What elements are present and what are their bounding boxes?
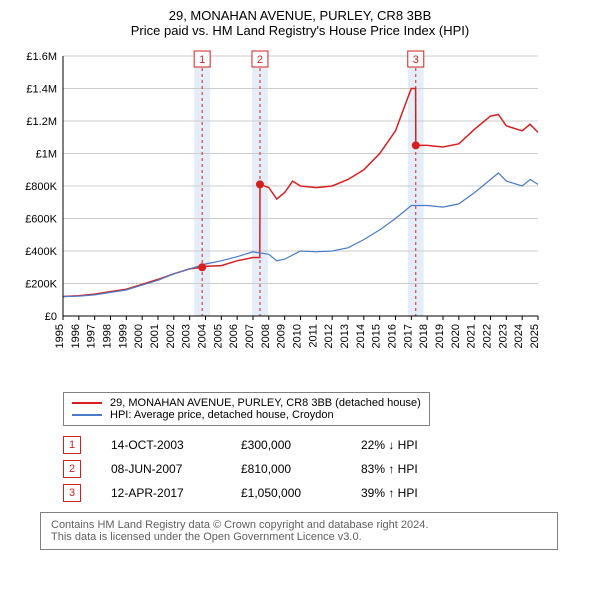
legend-row: 29, MONAHAN AVENUE, PURLEY, CR8 3BB (det…: [72, 397, 421, 409]
sale-price: £810,000: [241, 462, 331, 476]
sale-row: 2 08-JUN-2007 £810,000 83% ↑ HPI: [63, 460, 592, 478]
svg-text:£0: £0: [45, 311, 57, 323]
title-line-2: Price paid vs. HM Land Registry's House …: [8, 23, 592, 38]
svg-text:1998: 1998: [102, 324, 114, 348]
sale-date: 08-JUN-2007: [111, 462, 211, 476]
svg-text:2006: 2006: [228, 324, 240, 348]
sale-diff: 83% ↑ HPI: [361, 462, 451, 476]
sale-price: £1,050,000: [241, 486, 331, 500]
svg-text:2016: 2016: [387, 324, 399, 348]
svg-text:1996: 1996: [70, 324, 82, 348]
sale-date: 12-APR-2017: [111, 486, 211, 500]
svg-text:2001: 2001: [149, 324, 161, 348]
svg-text:2: 2: [257, 54, 263, 66]
svg-text:2020: 2020: [450, 324, 462, 348]
svg-text:2003: 2003: [181, 324, 193, 348]
title-line-1: 29, MONAHAN AVENUE, PURLEY, CR8 3BB: [8, 8, 592, 23]
sale-marker: 2: [63, 460, 81, 478]
svg-text:2024: 2024: [513, 324, 525, 348]
svg-text:1997: 1997: [86, 324, 98, 348]
sale-diff: 22% ↓ HPI: [361, 438, 451, 452]
svg-text:2023: 2023: [497, 324, 509, 348]
svg-text:2007: 2007: [244, 324, 256, 348]
legend-label: 29, MONAHAN AVENUE, PURLEY, CR8 3BB (det…: [110, 397, 421, 409]
svg-text:2017: 2017: [402, 324, 414, 348]
legend-box: 29, MONAHAN AVENUE, PURLEY, CR8 3BB (det…: [63, 392, 430, 426]
svg-text:2000: 2000: [133, 324, 145, 348]
chart-container: 29, MONAHAN AVENUE, PURLEY, CR8 3BB Pric…: [0, 0, 600, 558]
sale-marker: 3: [63, 484, 81, 502]
svg-text:2014: 2014: [355, 324, 367, 348]
svg-text:2021: 2021: [466, 324, 478, 348]
svg-text:2004: 2004: [197, 324, 209, 348]
sale-marker: 1: [63, 436, 81, 454]
svg-text:2005: 2005: [212, 324, 224, 348]
svg-text:1999: 1999: [117, 324, 129, 348]
svg-text:2010: 2010: [292, 324, 304, 348]
svg-text:1995: 1995: [54, 324, 66, 348]
svg-text:2018: 2018: [418, 324, 430, 348]
footer-box: Contains HM Land Registry data © Crown c…: [40, 512, 558, 550]
title-block: 29, MONAHAN AVENUE, PURLEY, CR8 3BB Pric…: [8, 8, 592, 38]
svg-text:£400K: £400K: [25, 246, 57, 258]
svg-text:2011: 2011: [307, 324, 319, 348]
svg-text:£1.6M: £1.6M: [26, 51, 57, 63]
legend-label: HPI: Average price, detached house, Croy…: [110, 409, 334, 421]
svg-text:2012: 2012: [323, 324, 335, 348]
legend-swatch: [72, 414, 102, 416]
legend-swatch: [72, 402, 102, 404]
sale-row: 1 14-OCT-2003 £300,000 22% ↓ HPI: [63, 436, 592, 454]
svg-text:£600K: £600K: [25, 214, 57, 226]
svg-text:2022: 2022: [482, 324, 494, 348]
svg-text:£1M: £1M: [36, 149, 57, 161]
chart-area: £0 £200K £400K £600K £800K £1M £1.2M £1.4M £1.6M…: [8, 46, 592, 386]
svg-text:3: 3: [413, 54, 419, 66]
svg-text:2025: 2025: [529, 324, 541, 348]
svg-text:£200K: £200K: [25, 279, 57, 291]
svg-text:2019: 2019: [434, 324, 446, 348]
svg-text:2009: 2009: [276, 324, 288, 348]
sale-date: 14-OCT-2003: [111, 438, 211, 452]
svg-text:2013: 2013: [339, 324, 351, 348]
svg-text:2002: 2002: [165, 324, 177, 348]
sale-price: £300,000: [241, 438, 331, 452]
svg-text:£1.4M: £1.4M: [26, 84, 57, 96]
footer-line-1: Contains HM Land Registry data © Crown c…: [51, 519, 547, 531]
sales-table: 1 14-OCT-2003 £300,000 22% ↓ HPI 2 08-JUN-200…: [63, 436, 592, 502]
svg-text:£1.2M: £1.2M: [26, 116, 57, 128]
svg-text:2008: 2008: [260, 324, 272, 348]
chart-svg: £0 £200K £400K £600K £800K £1M £1.2M £1.4M £1.6M…: [8, 46, 548, 386]
sale-diff: 39% ↑ HPI: [361, 486, 451, 500]
legend-row: HPI: Average price, detached house, Croy…: [72, 409, 421, 421]
footer-line-2: This data is licensed under the Open Gov…: [51, 531, 547, 543]
svg-text:2015: 2015: [371, 324, 383, 348]
svg-text:1: 1: [199, 54, 205, 66]
sale-row: 3 12-APR-2017 £1,050,000 39% ↑ HPI: [63, 484, 592, 502]
svg-text:£800K: £800K: [25, 181, 57, 193]
